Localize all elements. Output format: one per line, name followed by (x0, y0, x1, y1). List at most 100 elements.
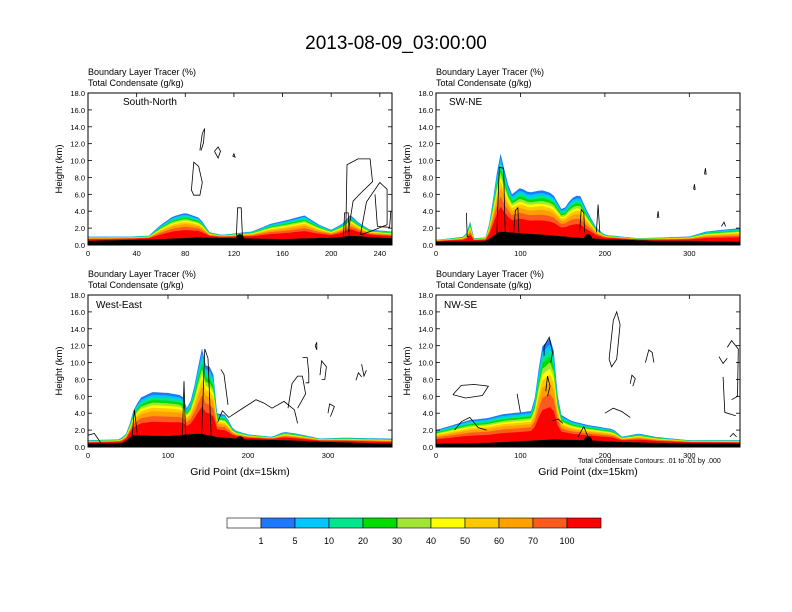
tracer-band-10 (436, 407, 740, 444)
condensate-contour (718, 356, 728, 365)
condensate-contour (232, 152, 236, 158)
condensate-contour (131, 409, 138, 438)
y-tick-label: 12.0 (70, 342, 85, 351)
condensate-contour (287, 375, 307, 409)
panel-name: SW-NE (449, 97, 482, 108)
condensate-contour (629, 374, 636, 387)
condensate-contour (543, 336, 553, 363)
condensate-contour (374, 194, 392, 228)
condensate-contour (726, 339, 739, 401)
y-tick-label: 8.0 (423, 375, 433, 384)
panel-header-line: Total Condensate (g/kg) (88, 78, 184, 88)
condensate-contour (319, 359, 327, 380)
x-tick-label: 300 (683, 451, 696, 460)
y-tick-label: 8.0 (75, 375, 85, 384)
colorbar-swatch (226, 517, 262, 529)
y-tick-label: 14.0 (70, 325, 85, 334)
panel-plot-area (436, 153, 740, 245)
x-tick-label: 100 (514, 451, 527, 460)
panel-header-line: Boundary Layer Tracer (%) (88, 67, 196, 77)
colorbar-label: 10 (324, 536, 334, 546)
y-tick-label: 18.0 (70, 89, 85, 98)
y-tick-label: 6.0 (423, 190, 433, 199)
condensate-contour (214, 146, 221, 159)
tracer-band-8 (436, 382, 740, 444)
panel-sw-ne: 0.0 2.0 4.0 6.0 8.0 10.0 12.0 14.0 16.0 18.0 0 100 2… (402, 67, 741, 258)
condensate-contour (704, 168, 707, 175)
y-tick-label: 6.0 (75, 190, 85, 199)
colorbar-label: 5 (292, 536, 297, 546)
x-tick-label: 0 (86, 451, 90, 460)
y-tick-label: 8.0 (423, 173, 433, 182)
y-tick-label: 0.0 (75, 241, 85, 250)
colorbar-label: 20 (358, 536, 368, 546)
condensate-contour (345, 158, 373, 233)
panel-name: NW-SE (444, 300, 477, 311)
condensate-contour (545, 376, 551, 397)
x-tick-label: 120 (228, 249, 241, 258)
plot-frame (435, 92, 741, 246)
panel-name: South-North (123, 97, 177, 108)
colorbar-swatch (566, 517, 602, 529)
x-tick-label: 40 (132, 249, 140, 258)
x-tick-label: 80 (181, 249, 189, 258)
y-tick-label: 18.0 (418, 291, 433, 300)
x-tick-label: 300 (683, 249, 696, 258)
colorbar-label: 60 (494, 536, 504, 546)
condensate-contour (201, 348, 212, 437)
y-tick-label: 4.0 (75, 207, 85, 216)
condensate-contour (355, 371, 362, 381)
condensate-contour (645, 349, 655, 363)
y-tick-label: 16.0 (418, 106, 433, 115)
y-tick-label: 18.0 (418, 89, 433, 98)
y-tick-label: 0.0 (75, 443, 85, 452)
condensate-contour (360, 181, 388, 236)
x-tick-label: 300 (322, 451, 335, 460)
y-tick-label: 12.0 (418, 342, 433, 351)
colorbar-swatch (362, 517, 398, 529)
colorbar-swatch (498, 517, 534, 529)
condensate-contour (496, 166, 506, 235)
y-tick-label: 12.0 (70, 140, 85, 149)
condensate-contour (361, 364, 367, 378)
condensate-contour (314, 342, 318, 351)
colorbar-label: 100 (559, 536, 574, 546)
tracer-band-10 (88, 406, 392, 444)
y-tick-label: 4.0 (423, 409, 433, 418)
y-tick-label: 0.0 (423, 443, 433, 452)
colorbar-swatch (430, 517, 466, 529)
condensate-contour (88, 433, 102, 444)
condensate-contour (604, 407, 631, 418)
condensate-contour (516, 393, 521, 413)
figure-title: 2013-08-09_03:00:00 (305, 33, 487, 54)
condensate-contour (220, 369, 229, 405)
y-axis-label: Height (km) (402, 144, 413, 193)
panel-nw-se: 0.0 2.0 4.0 6.0 8.0 10.0 12.0 14.0 16.0 18.0 0 100 2… (402, 269, 741, 478)
contour-note: Total Condensate Contours: .01 to .01 by… (578, 458, 721, 465)
y-tick-label: 10.0 (418, 359, 433, 368)
x-axis-label: Grid Point (dx=15km) (538, 466, 638, 478)
center-marker (236, 234, 244, 243)
tracer-band-9 (436, 393, 740, 444)
plot-frame (435, 294, 741, 448)
condensate-contour (513, 206, 520, 233)
colorbar-swatch (396, 517, 432, 529)
panel-header-line: Total Condensate (g/kg) (88, 280, 184, 290)
panel-header-line: Total Condensate (g/kg) (436, 78, 532, 88)
y-tick-label: 2.0 (423, 224, 433, 233)
y-axis-label: Height (km) (54, 346, 65, 395)
y-tick-label: 2.0 (75, 224, 85, 233)
y-tick-label: 18.0 (70, 291, 85, 300)
colorbar-swatch (260, 517, 296, 529)
condensate-contour (577, 425, 589, 438)
tracer-band-10 (88, 229, 392, 241)
colorbar-label: 30 (392, 536, 402, 546)
y-tick-label: 10.0 (418, 157, 433, 166)
x-tick-label: 100 (162, 451, 175, 460)
colorbar-swatch (294, 517, 330, 529)
y-tick-label: 2.0 (423, 426, 433, 435)
y-tick-label: 4.0 (423, 207, 433, 216)
x-axis-label: Grid Point (dx=15km) (190, 466, 290, 478)
condensate-contour (596, 204, 601, 233)
